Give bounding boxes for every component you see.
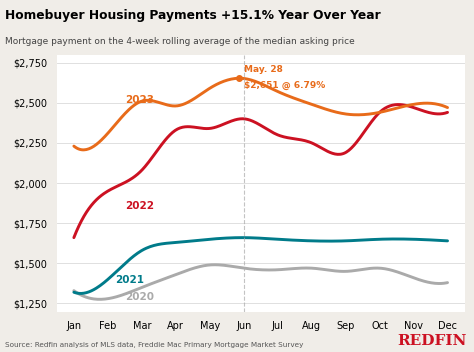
Text: REDFIN: REDFIN bbox=[398, 334, 467, 348]
Text: May. 28: May. 28 bbox=[244, 65, 283, 74]
Text: 2023: 2023 bbox=[125, 95, 154, 105]
Text: Mortgage payment on the 4-week rolling average of the median asking price: Mortgage payment on the 4-week rolling a… bbox=[5, 37, 355, 46]
Text: Homebuyer Housing Payments +15.1% Year Over Year: Homebuyer Housing Payments +15.1% Year O… bbox=[5, 9, 381, 22]
Text: 2021: 2021 bbox=[115, 275, 144, 285]
Text: $2,651 @ 6.79%: $2,651 @ 6.79% bbox=[244, 81, 325, 90]
Text: 2022: 2022 bbox=[125, 201, 154, 211]
Text: Source: Redfin analysis of MLS data, Freddie Mac Primary Mortgage Market Survey: Source: Redfin analysis of MLS data, Fre… bbox=[5, 342, 303, 348]
Text: 2020: 2020 bbox=[125, 292, 154, 302]
